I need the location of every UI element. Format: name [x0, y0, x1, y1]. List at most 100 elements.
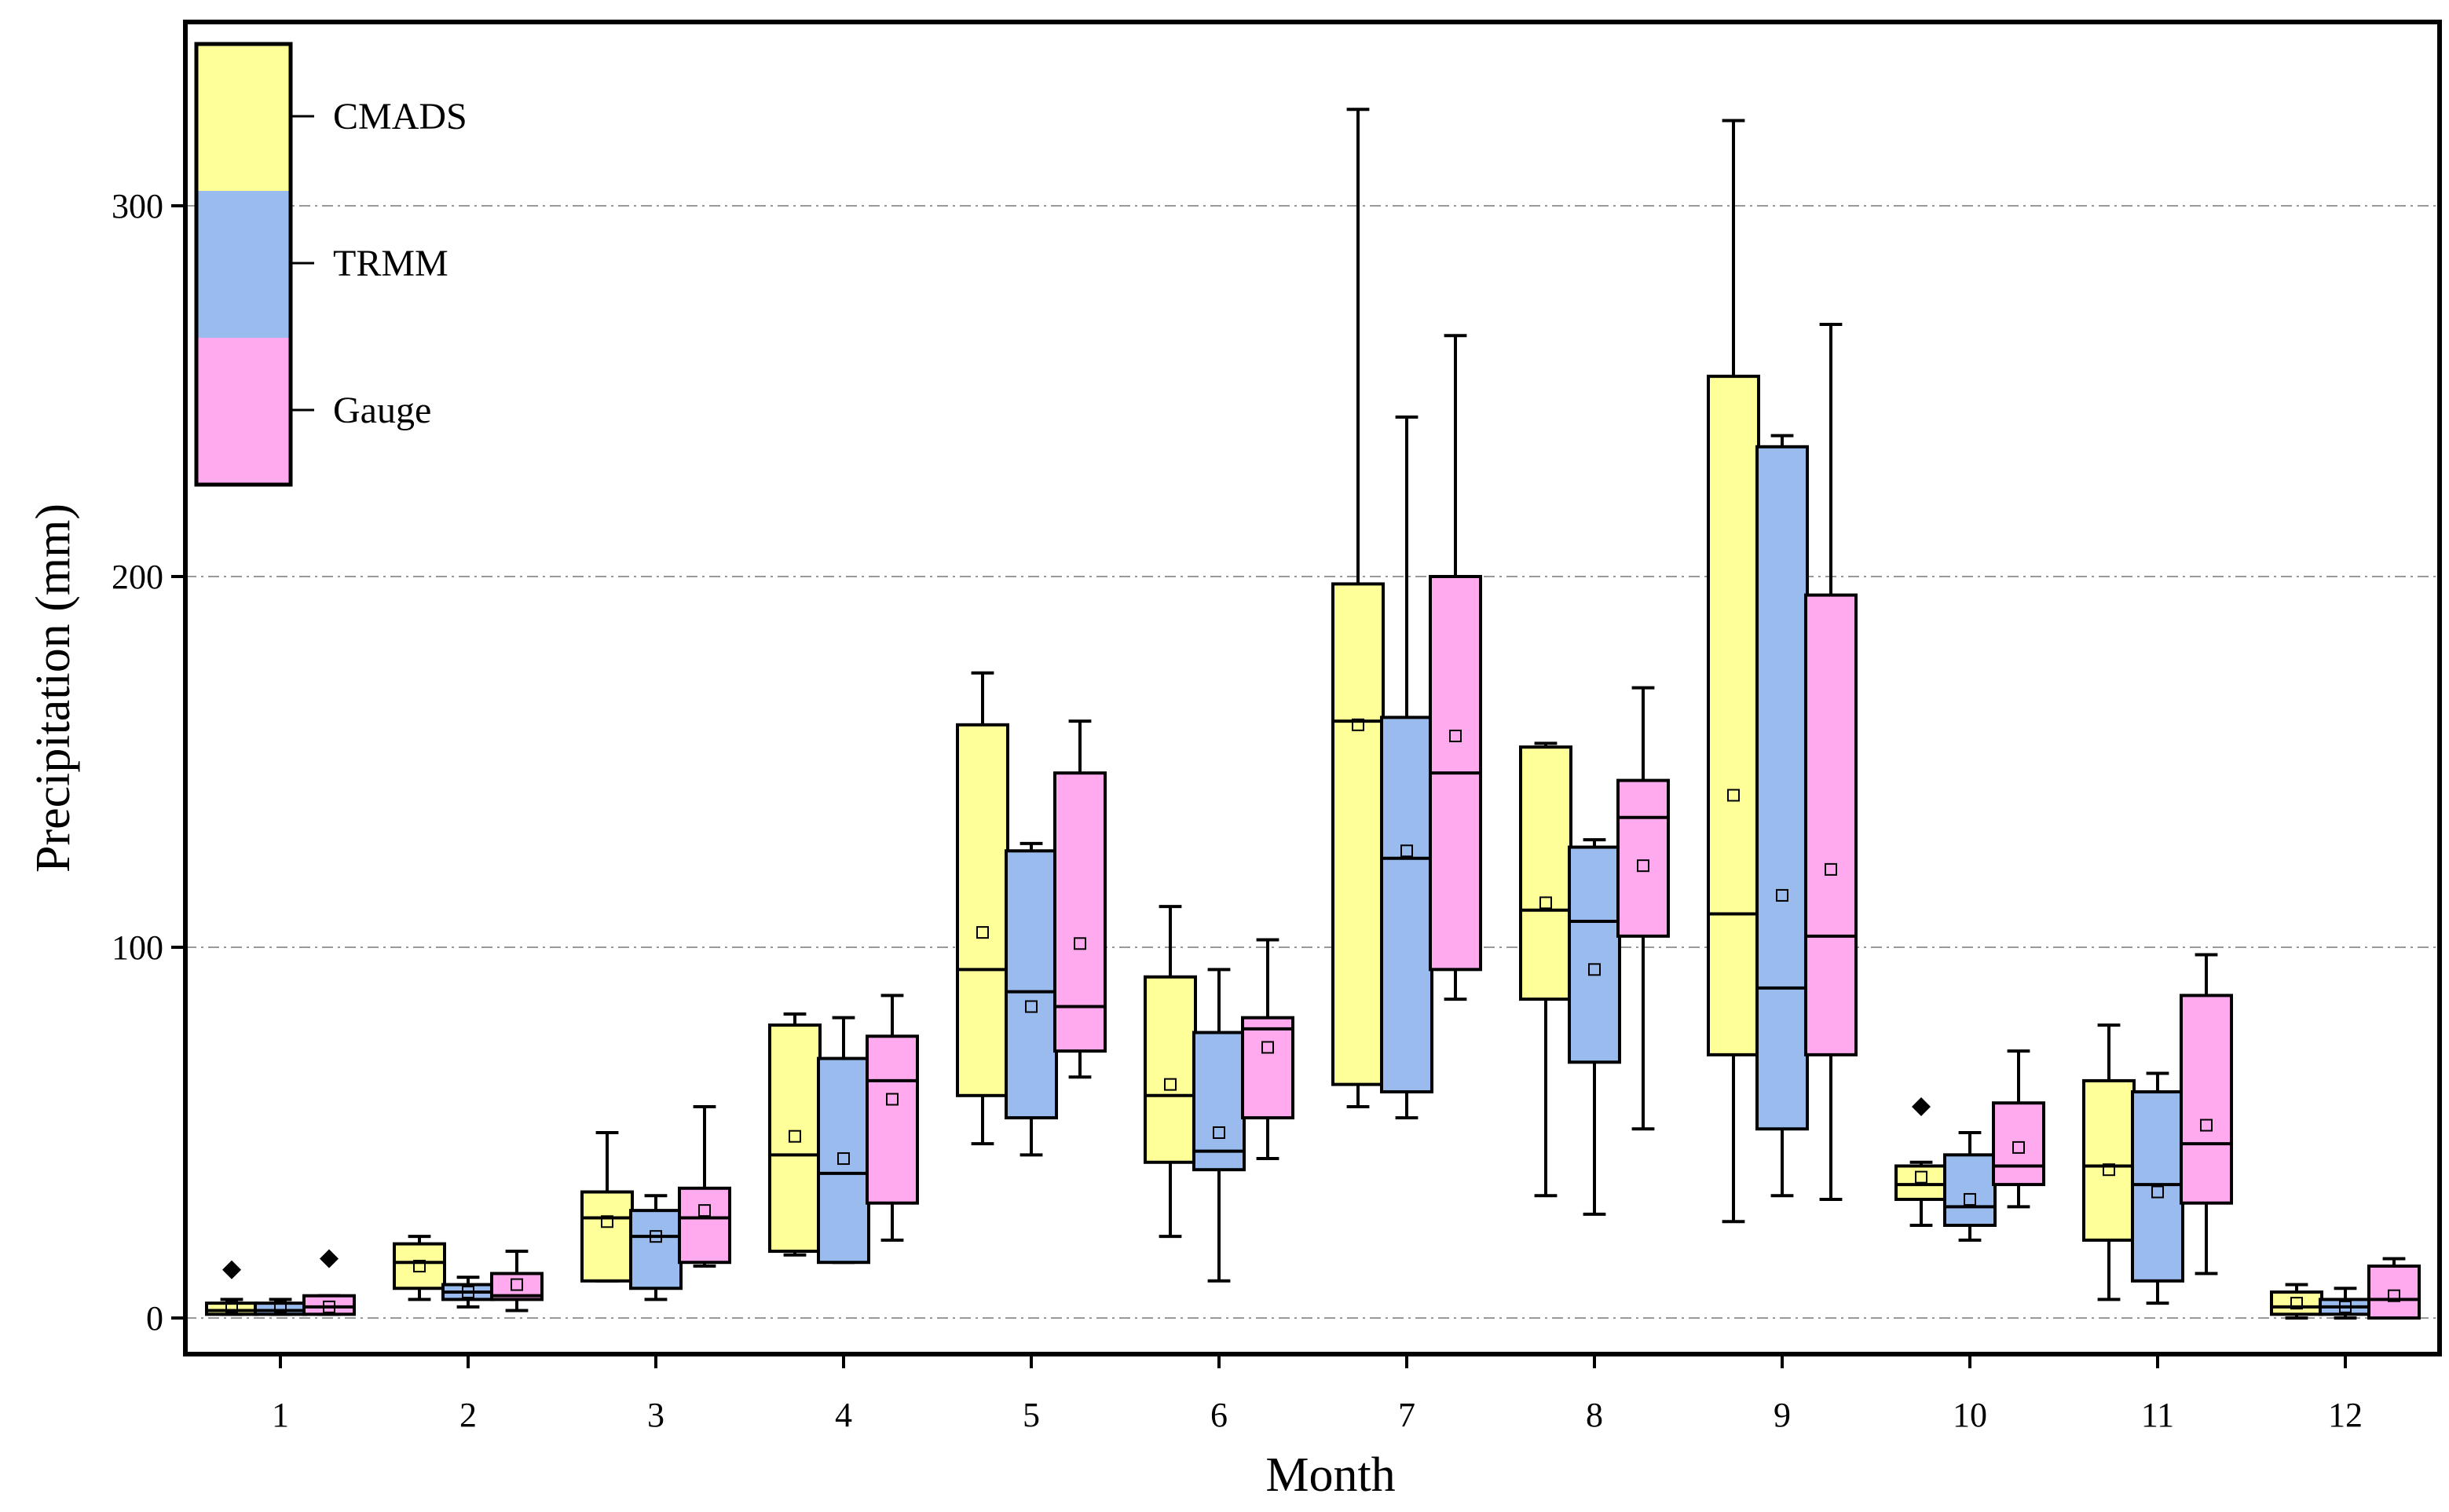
mean-marker — [1074, 937, 1086, 950]
mean-marker — [698, 1204, 711, 1217]
mean-marker — [1915, 1170, 1927, 1184]
box-iqr — [956, 723, 1009, 1097]
mean-marker — [650, 1230, 662, 1243]
box-iqr — [1144, 975, 1197, 1164]
box-iqr — [866, 1034, 919, 1205]
box-iqr — [1053, 771, 1107, 1053]
box-trmm-month-9 — [1755, 434, 1809, 1198]
box-iqr — [1992, 1101, 2045, 1187]
box-iqr — [1755, 445, 1809, 1131]
x-tick-label-7: 7 — [1398, 1396, 1415, 1434]
box-iqr — [1804, 593, 1858, 1056]
legend-label-cmads: CMADS — [333, 96, 467, 137]
box-iqr — [2270, 1290, 2323, 1316]
mean-marker — [2012, 1140, 2025, 1154]
mean-marker — [2103, 1163, 2115, 1177]
mean-marker — [1637, 859, 1649, 873]
box-gauge-month-4 — [866, 994, 919, 1242]
box-gauge-month-12 — [2367, 1257, 2421, 1320]
mean-marker — [1776, 888, 1788, 902]
legend-swatch-trmm — [196, 191, 291, 338]
mean-marker — [2388, 1289, 2400, 1302]
box-iqr — [1707, 375, 1760, 1056]
y-tick-label-300: 300 — [112, 187, 163, 225]
box-trmm-month-12 — [2319, 1287, 2372, 1320]
box-plot-marks — [205, 108, 2421, 1320]
mean-marker — [837, 1152, 850, 1166]
box-iqr — [1241, 1016, 1294, 1120]
box-iqr — [302, 1294, 356, 1316]
mean-marker — [1261, 1041, 1274, 1054]
mean-marker — [976, 926, 989, 939]
box-iqr — [768, 1023, 822, 1254]
x-tick-label-12: 12 — [2328, 1396, 2363, 1434]
x-axis-title: Month — [1265, 1448, 1395, 1502]
box-iqr — [1331, 582, 1385, 1086]
x-tick-label-11: 11 — [2141, 1396, 2174, 1434]
x-tick-label-6: 6 — [1210, 1396, 1228, 1434]
mean-marker — [1164, 1078, 1177, 1091]
box-cmads-month-7 — [1331, 108, 1385, 1108]
box-trmm-month-10 — [1943, 1131, 1997, 1242]
mean-marker — [413, 1259, 426, 1272]
box-trmm-month-11 — [2131, 1071, 2184, 1305]
y-tick-label-0: 0 — [146, 1299, 163, 1338]
mean-marker — [1025, 1000, 1038, 1013]
outlier-point-0 — [1912, 1096, 1931, 1116]
box-trmm-month-8 — [1568, 838, 1621, 1216]
box-iqr — [1519, 745, 1572, 1001]
box-gauge-month-5 — [1053, 719, 1107, 1079]
box-iqr — [2082, 1078, 2136, 1242]
mean-marker — [323, 1300, 335, 1313]
x-tick-label-2: 2 — [459, 1396, 477, 1434]
box-iqr — [1568, 845, 1621, 1064]
box-iqr — [1943, 1153, 1997, 1227]
mean-marker — [601, 1215, 613, 1228]
box-gauge-month-9 — [1804, 323, 1858, 1201]
box-iqr — [2180, 994, 2233, 1205]
mean-marker — [1400, 844, 1413, 858]
box-iqr — [1380, 716, 1433, 1094]
box-cmads-month-9 — [1707, 119, 1760, 1224]
box-cmads-month-5 — [956, 671, 1009, 1146]
box-trmm-month-6 — [1192, 968, 1246, 1283]
mean-marker — [1449, 729, 1462, 742]
box-gauge-month-2 — [490, 1250, 544, 1312]
mean-marker — [511, 1278, 523, 1291]
x-tick-label-10: 10 — [1953, 1396, 1987, 1434]
box-trmm-month-5 — [1005, 841, 1058, 1157]
x-tick-label-8: 8 — [1586, 1396, 1603, 1434]
legend-swatch-gauge — [196, 338, 291, 485]
mean-marker — [225, 1300, 238, 1313]
y-axis-title: Precipitation (mm) — [27, 503, 80, 873]
box-cmads-month-12 — [2270, 1283, 2323, 1320]
plot-frame — [183, 20, 2442, 1356]
mean-marker — [1588, 963, 1601, 976]
box-trmm-month-7 — [1380, 416, 1433, 1120]
box-iqr — [817, 1056, 870, 1265]
box-gauge-month-11 — [2180, 953, 2233, 1276]
box-cmads-month-11 — [2082, 1023, 2136, 1301]
box-trmm-month-1 — [254, 1298, 307, 1316]
grid-lines — [185, 205, 2440, 1319]
box-gauge-month-7 — [1429, 334, 1482, 1001]
y-tick-label-100: 100 — [112, 928, 163, 967]
x-tick-label-9: 9 — [1774, 1396, 1791, 1434]
mean-marker — [886, 1093, 899, 1106]
mean-marker — [2339, 1300, 2352, 1313]
box-cmads-month-8 — [1519, 741, 1572, 1198]
mean-marker — [2151, 1185, 2164, 1199]
box-trmm-month-4 — [817, 1016, 870, 1265]
box-cmads-month-6 — [1144, 905, 1197, 1239]
mean-marker — [1727, 789, 1740, 802]
mean-marker — [2290, 1297, 2303, 1310]
mean-marker — [789, 1129, 801, 1143]
box-gauge-month-1 — [302, 1249, 356, 1316]
x-tick-label-4: 4 — [835, 1396, 852, 1434]
box-iqr — [629, 1209, 683, 1291]
legend-label-trmm: TRMM — [333, 243, 448, 284]
box-gauge-month-10 — [1992, 1049, 2045, 1209]
mean-marker — [1539, 896, 1552, 910]
